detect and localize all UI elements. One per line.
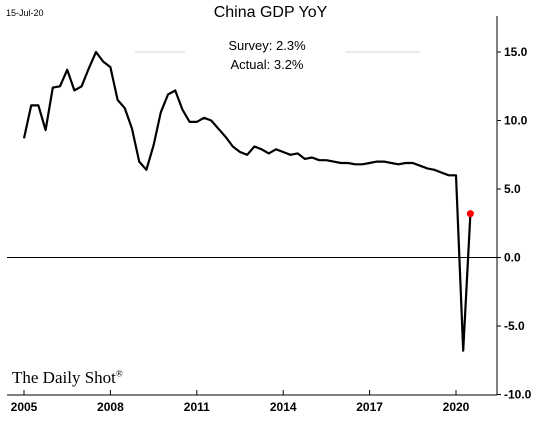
y-tick-label: 0.0 <box>504 251 521 265</box>
annotation-survey: Survey: 2.3% <box>228 38 306 53</box>
chart-title: China GDP YoY <box>213 4 328 21</box>
x-tick-label: 2014 <box>270 400 297 414</box>
x-tick-label: 2011 <box>184 400 210 414</box>
annotation-actual: Actual: 3.2% <box>230 57 304 72</box>
y-tick-label: -5.0 <box>504 319 525 333</box>
y-tick-label: 10.0 <box>504 114 528 128</box>
tick-labels: 2005 2008 2011 2014 2017 2020 15.0 10.0 5.0 0.0 -5… <box>11 45 532 414</box>
x-tick-label: 2008 <box>97 400 124 414</box>
x-tick-label: 2020 <box>443 400 470 414</box>
brand-logo: The Daily Shot® <box>12 368 123 388</box>
axes <box>7 16 501 396</box>
x-tick-label: 2005 <box>11 400 38 414</box>
x-tick-label: 2017 <box>356 400 383 414</box>
brand-mark: ® <box>115 368 123 379</box>
y-tick-label: 15.0 <box>504 45 528 59</box>
y-tick-label: -10.0 <box>504 388 532 402</box>
latest-point <box>466 210 474 218</box>
brand-name: The Daily Shot <box>12 368 116 387</box>
y-tick-label: 5.0 <box>504 182 521 196</box>
date-stamp: 15-Jul-20 <box>6 8 44 18</box>
series <box>22 50 474 352</box>
series-line <box>22 50 472 352</box>
